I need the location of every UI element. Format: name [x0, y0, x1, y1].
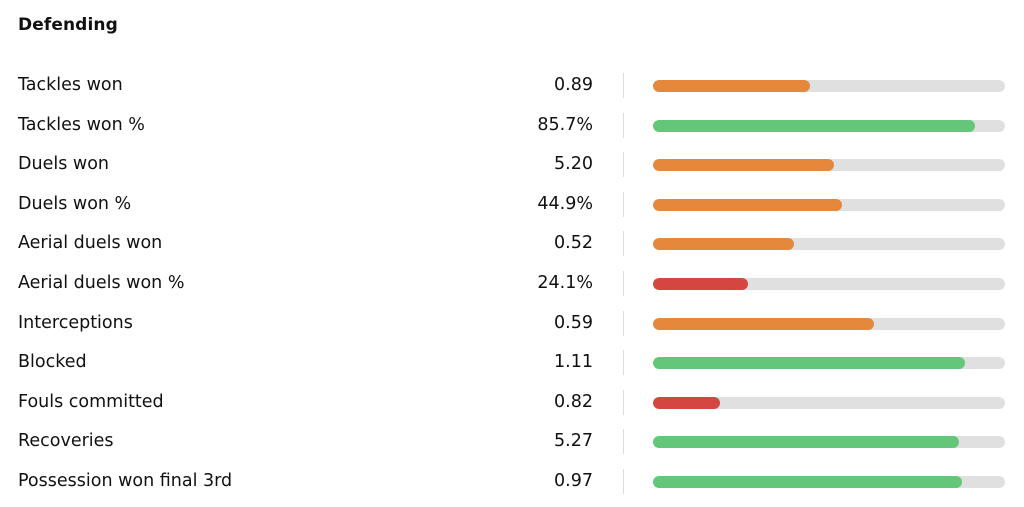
- stat-label: Aerial duels won: [18, 233, 163, 254]
- stat-value: 0.52: [554, 233, 593, 254]
- row-divider: [623, 73, 624, 98]
- percentile-bar-fill: [653, 436, 960, 449]
- stat-label: Interceptions: [18, 312, 133, 333]
- stat-label: Tackles won %: [18, 114, 145, 135]
- stat-row: Duels won % 44.9%: [0, 185, 1024, 225]
- stat-value: 1.11: [554, 352, 593, 373]
- row-divider: [623, 270, 624, 296]
- percentile-bar-track: [653, 277, 1005, 290]
- row-divider: [623, 152, 624, 178]
- stat-value: 0.59: [554, 312, 593, 333]
- percentile-bar-fill: [653, 277, 749, 290]
- stat-row: Recoveries 5.27: [0, 422, 1024, 462]
- stat-row: Aerial duels won % 24.1%: [0, 264, 1024, 304]
- stat-value: 24.1%: [537, 272, 593, 293]
- percentile-bar-track: [653, 436, 1005, 449]
- percentile-bar-fill: [653, 317, 875, 330]
- percentile-bar-fill: [653, 475, 962, 488]
- percentile-bar-fill: [653, 396, 720, 409]
- stat-row: Blocked 1.11: [0, 343, 1024, 383]
- stat-row: Tackles won % 85.7%: [0, 106, 1024, 146]
- section-title: Defending: [18, 15, 118, 35]
- percentile-bar-track: [653, 317, 1005, 330]
- percentile-bar-track: [653, 198, 1005, 211]
- percentile-bar-track: [653, 238, 1005, 251]
- stat-row: Aerial duels won 0.52: [0, 224, 1024, 264]
- stat-label: Tackles won: [18, 75, 123, 95]
- stat-label: Duels won: [18, 154, 109, 175]
- stat-value: 44.9%: [537, 193, 593, 214]
- percentile-bar-fill: [653, 119, 976, 132]
- stat-label: Possession won final 3rd: [18, 470, 233, 491]
- percentile-bar-track: [653, 80, 1005, 92]
- percentile-bar-fill: [653, 198, 843, 211]
- stat-label: Aerial duels won %: [18, 272, 185, 293]
- row-divider: [623, 350, 624, 376]
- stat-label: Fouls committed: [18, 391, 164, 412]
- row-divider: [623, 468, 624, 494]
- row-divider: [623, 231, 624, 257]
- percentile-bar-track: [653, 357, 1005, 370]
- stat-row: Duels won 5.20: [0, 145, 1024, 185]
- row-divider: [623, 310, 624, 336]
- stat-value: 5.20: [554, 154, 593, 175]
- percentile-bar-fill: [653, 357, 965, 370]
- stat-value: 0.89: [554, 75, 593, 95]
- stat-row: Tackles won 0.89: [0, 66, 1024, 106]
- row-divider: [623, 389, 624, 415]
- row-divider: [623, 429, 624, 455]
- stat-row: Possession won final 3rd 0.97: [0, 462, 1024, 502]
- stat-value: 0.97: [554, 470, 593, 491]
- stat-value: 85.7%: [537, 114, 593, 135]
- percentile-bar-fill: [653, 80, 810, 92]
- stat-label: Duels won %: [18, 193, 132, 214]
- row-divider: [623, 191, 624, 217]
- percentile-bar-fill: [653, 238, 794, 251]
- percentile-bar-track: [653, 159, 1005, 172]
- percentile-bar-track: [653, 119, 1005, 132]
- percentile-bar-fill: [653, 159, 835, 172]
- row-divider: [623, 112, 624, 138]
- stat-row: Fouls committed 0.82: [0, 383, 1024, 423]
- stats-list: Tackles won 0.89 Tackles won % 85.7% Duels w…: [0, 66, 1024, 502]
- percentile-bar-track: [653, 475, 1005, 488]
- stat-label: Blocked: [18, 352, 87, 373]
- percentile-bar-track: [653, 396, 1005, 409]
- stat-value: 5.27: [554, 431, 593, 452]
- stat-value: 0.82: [554, 391, 593, 412]
- stat-row: Interceptions 0.59: [0, 304, 1024, 344]
- stat-label: Recoveries: [18, 431, 114, 452]
